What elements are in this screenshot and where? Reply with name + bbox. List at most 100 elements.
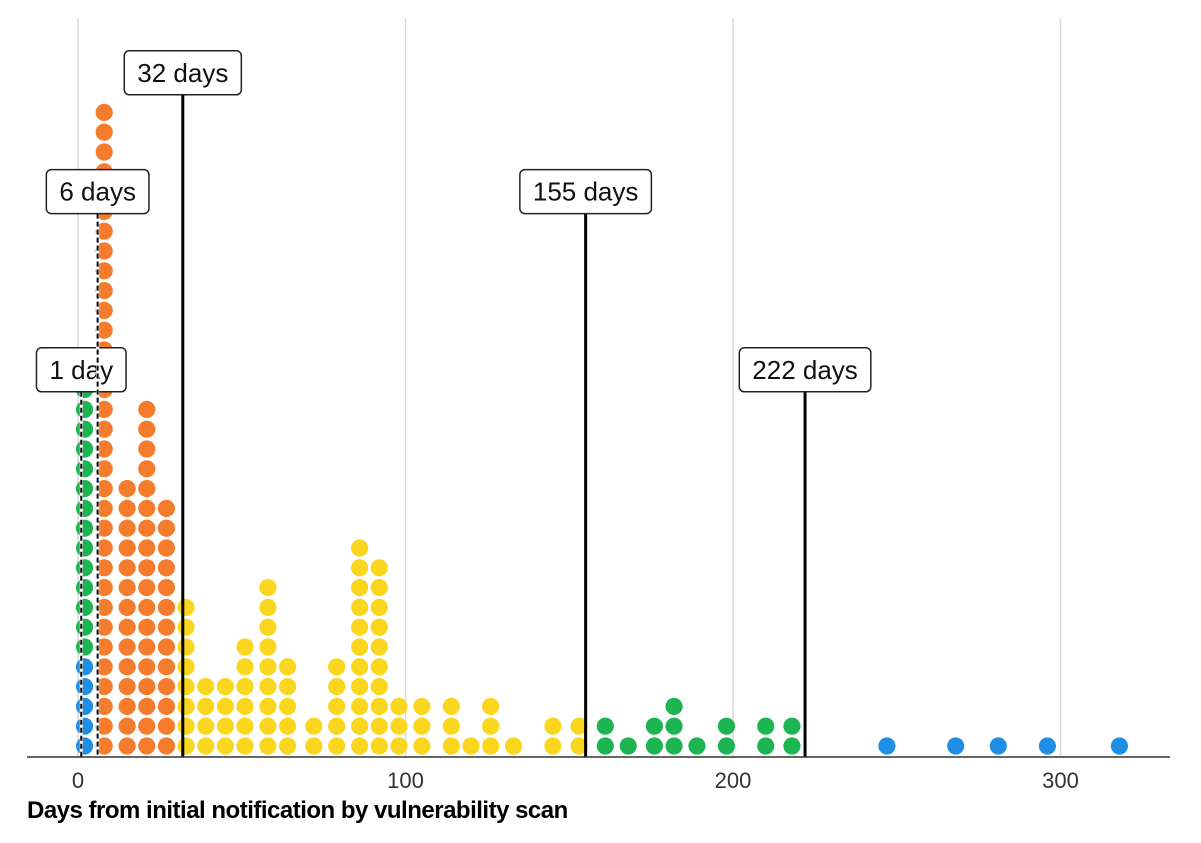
dot <box>138 658 156 676</box>
dot <box>783 737 801 755</box>
callout-label: 1 day <box>49 355 113 385</box>
dot <box>328 737 346 755</box>
dot <box>177 658 195 676</box>
dot <box>370 579 388 597</box>
dot <box>482 717 500 735</box>
x-axis-label: Days from initial notification by vulner… <box>27 797 568 824</box>
dot <box>157 678 176 696</box>
dot <box>462 737 480 755</box>
dot <box>413 697 431 716</box>
dot <box>370 638 388 656</box>
dot <box>236 678 254 696</box>
dot <box>95 321 113 339</box>
dot <box>570 717 588 735</box>
dot <box>645 717 664 735</box>
dot <box>75 737 94 755</box>
dot <box>351 697 369 716</box>
dot <box>197 717 215 735</box>
callout-box <box>45 168 150 215</box>
dot <box>118 598 136 617</box>
dot <box>95 282 113 300</box>
dot <box>351 598 369 617</box>
dot <box>138 519 156 537</box>
median-callout: 1 day <box>35 347 127 393</box>
dot <box>413 737 431 755</box>
dot <box>757 737 775 755</box>
dot <box>157 519 176 537</box>
dot <box>570 737 588 755</box>
dot <box>442 697 460 716</box>
dot <box>157 539 176 557</box>
x-tick-label: 200 <box>715 768 752 793</box>
dot <box>504 737 523 755</box>
dot <box>259 678 277 696</box>
dot <box>328 678 346 696</box>
dot <box>138 598 156 617</box>
dot <box>118 618 136 636</box>
dot <box>95 480 113 498</box>
dot <box>138 559 156 577</box>
dot <box>75 519 94 537</box>
dot <box>390 737 408 755</box>
dot <box>157 717 176 735</box>
dot <box>138 618 156 636</box>
dot <box>1038 737 1056 755</box>
dot <box>216 737 234 755</box>
dot <box>216 717 234 735</box>
x-tick-label: 300 <box>1042 768 1079 793</box>
grid-lines <box>77 18 1062 757</box>
dot <box>259 638 277 656</box>
dot <box>95 618 113 636</box>
dot <box>665 737 683 755</box>
dot <box>95 737 113 755</box>
dot <box>279 717 297 735</box>
dot <box>177 618 195 636</box>
dot <box>138 579 156 597</box>
dot <box>351 618 369 636</box>
dot <box>157 618 176 636</box>
dot <box>442 717 460 735</box>
dot <box>95 301 113 319</box>
dot <box>95 460 113 478</box>
dot <box>118 638 136 656</box>
dot <box>279 737 297 755</box>
dot <box>216 697 234 716</box>
dot <box>757 717 775 735</box>
median-callout: 155 days <box>519 168 653 215</box>
dot <box>390 717 408 735</box>
dot <box>138 737 156 755</box>
dot <box>351 539 369 557</box>
dot <box>351 579 369 597</box>
dot <box>157 697 176 716</box>
callout-label: 155 days <box>533 177 639 207</box>
dot <box>413 717 431 735</box>
dot <box>177 678 195 696</box>
dot <box>118 480 136 498</box>
dot <box>75 460 94 478</box>
dot <box>236 717 254 735</box>
dot <box>95 717 113 735</box>
dot <box>95 539 113 557</box>
dot <box>95 658 113 676</box>
median-markers: 1 day 6 days 32 days 155 days 222 days <box>35 50 872 757</box>
dot <box>279 697 297 716</box>
dot <box>118 499 136 517</box>
dot <box>138 460 156 478</box>
dot <box>482 697 500 716</box>
dot <box>95 598 113 617</box>
dot <box>947 737 965 755</box>
dot <box>305 717 323 735</box>
dot <box>279 678 297 696</box>
dot <box>351 678 369 696</box>
x-tick-label: 100 <box>387 768 424 793</box>
dot <box>259 658 277 676</box>
dot <box>95 697 113 716</box>
dot <box>665 717 683 735</box>
dot <box>717 717 736 735</box>
callout-box <box>123 50 243 96</box>
dot <box>95 519 113 537</box>
dot <box>305 737 323 755</box>
dot <box>665 697 683 716</box>
dot <box>118 717 136 735</box>
dot <box>157 499 176 517</box>
